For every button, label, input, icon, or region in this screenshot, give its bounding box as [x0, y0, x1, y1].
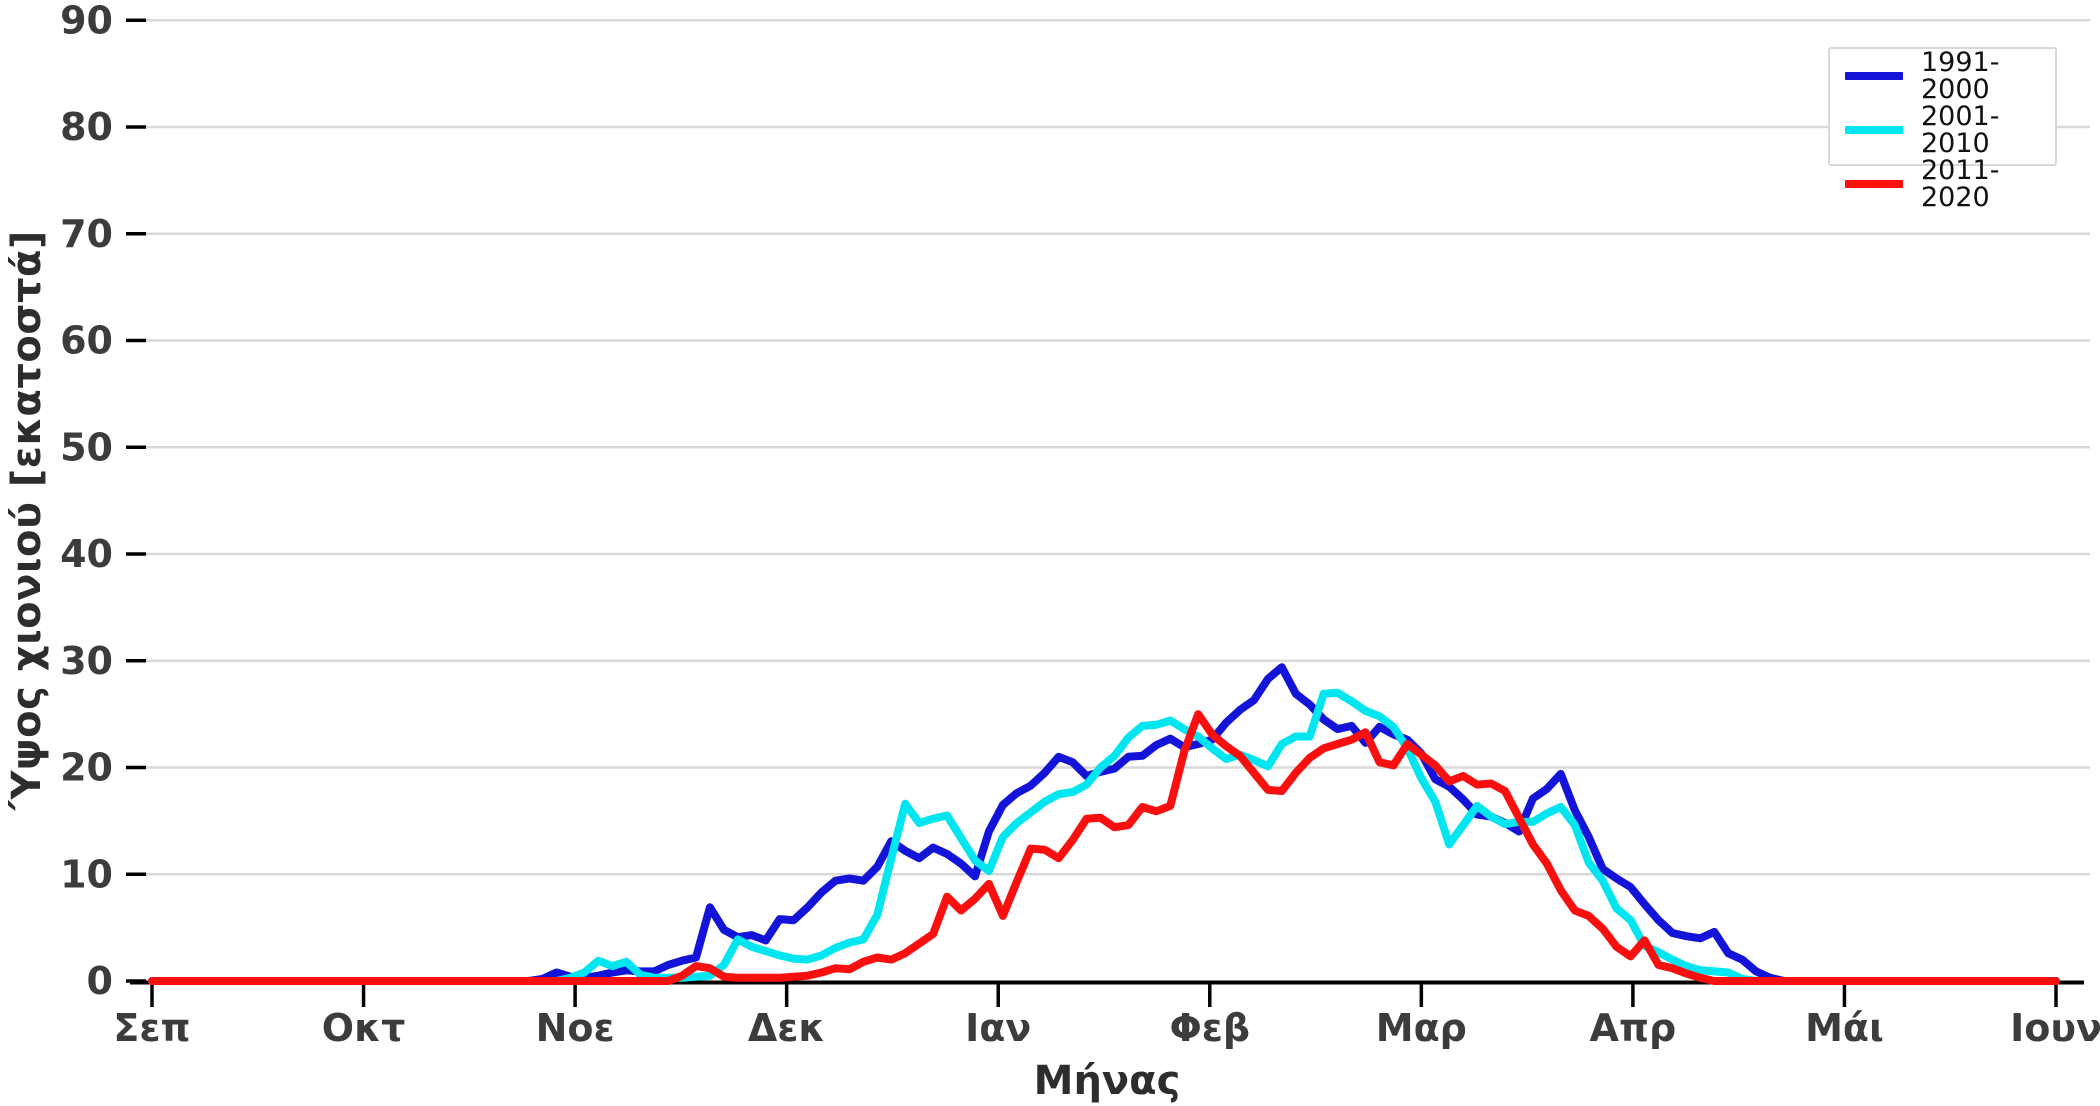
- x-tick-label: Οκτ: [322, 1006, 406, 1050]
- y-tick-label: 60: [60, 319, 113, 363]
- legend-item: 2001-2010: [1830, 103, 2055, 157]
- y-tick-label: 90: [60, 0, 113, 42]
- y-tick-label: 20: [60, 746, 113, 790]
- x-tick-label: Μαρ: [1376, 1006, 1467, 1050]
- y-tick-label: 80: [60, 105, 113, 149]
- x-tick-label: Φεβ: [1169, 1006, 1250, 1050]
- x-tick-label: Ιαν: [965, 1006, 1031, 1050]
- legend: 1991-2000 2001-2010 2011-2020: [1828, 47, 2057, 211]
- legend-label: 2011-2020: [1921, 155, 2000, 213]
- x-tick-label: Μάι: [1805, 1006, 1884, 1050]
- series-line-2011-2020: [148, 710, 2060, 985]
- y-tick-label: 0: [87, 959, 113, 1003]
- y-tick-label: 50: [60, 425, 113, 469]
- x-tick-label: Σεπ: [113, 1006, 190, 1050]
- legend-item: 2011-2020: [1830, 157, 2055, 211]
- y-axis-title: Ύψος χιονιού [εκατοστά]: [4, 230, 50, 810]
- x-tick-label: Δεκ: [748, 1006, 826, 1050]
- series-line-2001-2010: [148, 688, 2012, 985]
- legend-line-swatch: [1845, 180, 1903, 188]
- legend-line-swatch: [1845, 72, 1903, 80]
- legend-label: 2001-2010: [1921, 101, 2000, 159]
- legend-item: 1991-2000: [1830, 49, 2055, 103]
- x-tick-label: Ιουν: [2010, 1006, 2100, 1050]
- legend-line-swatch: [1845, 126, 1903, 134]
- y-tick-label: 30: [60, 639, 113, 683]
- x-tick-label: Απρ: [1590, 1006, 1677, 1050]
- x-axis-title: Μήνας: [1033, 1058, 1181, 1104]
- y-tick-label: 40: [60, 532, 113, 576]
- legend-label: 1991-2000: [1921, 47, 2000, 105]
- y-tick-label: 10: [60, 852, 113, 896]
- x-tick-label: Νοε: [536, 1006, 615, 1050]
- y-tick-label: 70: [60, 212, 113, 256]
